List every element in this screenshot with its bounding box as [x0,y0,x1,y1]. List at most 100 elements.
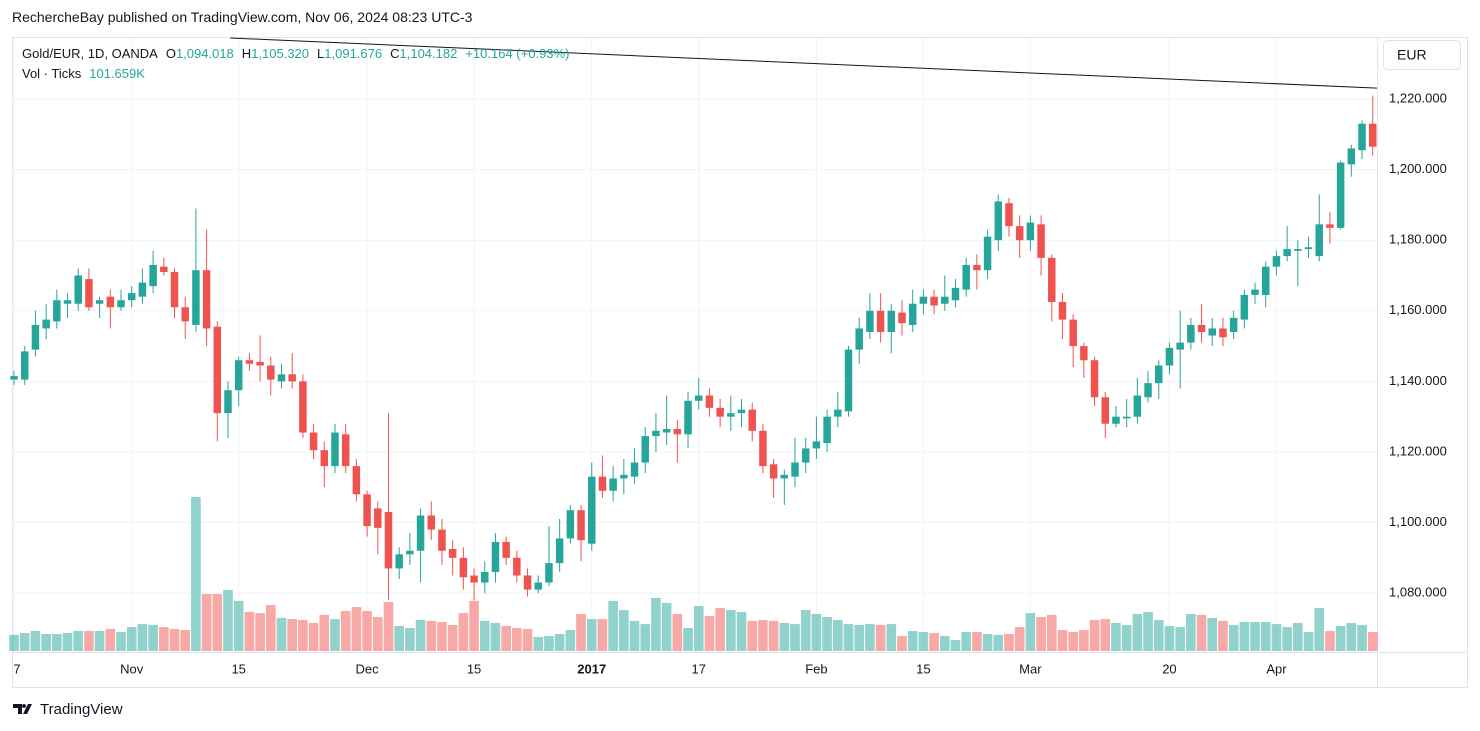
volume-bar [1335,625,1346,651]
candle-body [866,310,874,332]
volume-bar [1004,633,1014,651]
candle-body [181,307,189,322]
volume-bar [1314,608,1325,651]
candle-body [202,270,211,329]
l-value: 1,091.676 [324,46,382,61]
candle-body [791,462,799,477]
x-tick-label: 15 [467,661,481,676]
candle-body [1005,203,1013,227]
candle-body [684,400,692,435]
candle-body [106,296,115,308]
candle-body [127,293,136,301]
publisher-line: RechercheBay published on TradingView.co… [12,9,473,25]
volume-bar [1079,630,1089,651]
volume-value: 101.659K [89,66,145,81]
volume-bar [972,631,982,651]
candle-body [609,478,617,491]
grid [12,38,1377,651]
volume-bar [1218,620,1228,651]
x-tick-label: 15 [231,661,245,676]
y-tick-label: 1,200.000 [1389,161,1447,176]
candle-body [1304,247,1313,250]
candle-body [149,264,157,287]
candle-body [1197,324,1206,332]
volume-bar [137,624,148,651]
candle-body [652,430,660,437]
candle-body [716,407,724,417]
candle-body [267,365,275,380]
x-tick-label: Dec [356,661,380,676]
volume-bar [126,627,137,651]
candle-body [438,529,446,551]
volume-bar [533,636,544,651]
candle-body [459,557,468,578]
h-label: H [242,46,251,61]
volume-bar [394,625,404,651]
volume-bar [308,622,319,651]
candle-body [117,300,125,308]
candle-body [1080,346,1088,361]
candle-body [555,538,564,564]
volume-bar [832,619,843,651]
volume-bar [726,610,736,651]
candle-body [277,374,286,382]
volume-bar [640,624,651,651]
candle-body [331,432,339,467]
volume-bar [276,617,287,651]
volume-bar [865,624,875,651]
volume-bar [950,639,961,651]
volume-bar [1175,627,1185,651]
trendline [230,37,1378,89]
volume-bar [683,628,693,651]
c-value: 1,104.182 [400,46,458,61]
x-tick-label: 15 [916,661,930,676]
candle-body [1090,360,1099,398]
volume-bar [736,611,747,651]
volume-bar [255,613,265,651]
candle-body [1187,324,1195,343]
volume-bar [148,625,158,651]
candle-body [801,448,810,463]
candle-body [1048,257,1056,302]
candle-body [844,349,853,412]
volume-bar [1260,622,1271,651]
volume-bar [939,636,950,651]
volume-bar [223,590,233,651]
candle-body [1133,395,1142,417]
candle-body [1358,123,1366,151]
candle-body [1037,224,1045,258]
candle-body [352,466,361,495]
candle-body [566,510,575,539]
volume-bar [1025,613,1036,651]
candle-body [470,575,478,583]
candle-body [1122,416,1131,419]
candle-body [545,563,553,583]
volume-bar [822,616,832,651]
candle-body [887,310,896,332]
candle-body [513,557,521,576]
volume-bar [169,628,180,651]
logo-text: TradingView [40,701,123,718]
candle-body [919,296,928,304]
c-label: C [390,46,399,61]
volume-bar [768,620,779,651]
volume-bar [522,628,533,651]
candle-body [53,300,61,322]
l-label: L [317,46,324,61]
candle-body [384,511,393,569]
currency-button[interactable] [1383,40,1461,70]
candle-body [1336,162,1345,228]
volume-bar [576,613,586,651]
x-tick-label: 17 [691,661,705,676]
volume-bar [212,593,223,651]
volume-bar [854,625,865,651]
volume-bar [330,619,340,651]
h-value: 1,105.320 [251,46,309,61]
x-tick-label: 7 [13,661,20,676]
volume-bar [447,625,458,651]
volume-bar [415,619,426,651]
volume-bar [62,633,73,651]
volume-bar [73,631,84,651]
symbol: Gold/EUR, 1D, OANDA [22,46,158,61]
